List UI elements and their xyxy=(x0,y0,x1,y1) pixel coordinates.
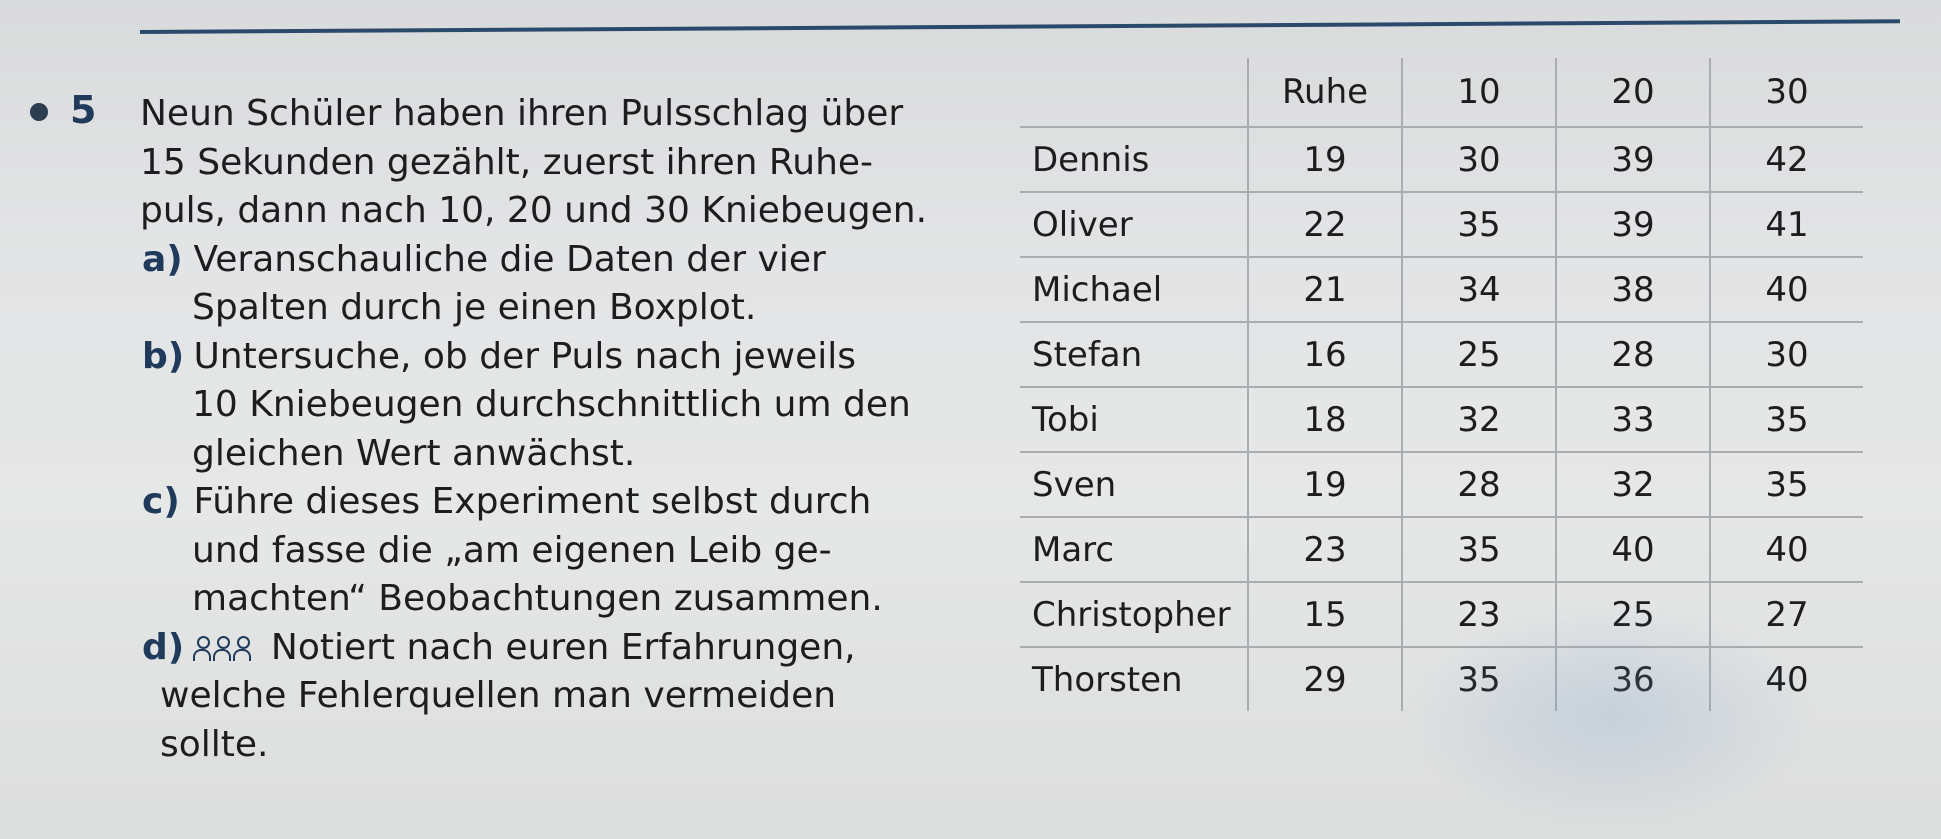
student-name: Christopher xyxy=(1020,582,1249,648)
table-row: Michael 21 34 38 40 xyxy=(1020,257,1863,323)
pulse-value: 39 xyxy=(1556,127,1711,193)
pulse-value: 40 xyxy=(1710,517,1863,583)
pulse-value: 42 xyxy=(1710,127,1863,193)
table-header-row: Ruhe 10 20 30 xyxy=(1020,58,1863,128)
part-b: b) Untersuche, ob der Puls nach jeweils xyxy=(140,333,1010,382)
pulse-value: 28 xyxy=(1402,452,1557,518)
column-header: 30 xyxy=(1710,58,1863,128)
pulse-value: 34 xyxy=(1402,257,1557,323)
part-d-continued: welche Fehlerquellen man vermeiden xyxy=(160,675,837,716)
pulse-value: 40 xyxy=(1765,659,1809,700)
table-row: Sven 19 28 32 35 xyxy=(1020,452,1863,518)
part-c-text: Führe dieses Experiment selbst durch xyxy=(193,481,872,522)
intro-line: Neun Schüler haben ihren Pulsschlag über xyxy=(140,93,904,134)
pulse-value: 28 xyxy=(1556,322,1711,388)
group-work-icon xyxy=(193,635,252,662)
header-rule xyxy=(139,19,1900,34)
column-header: 20 xyxy=(1556,58,1711,128)
pulse-value: 41 xyxy=(1710,192,1863,258)
part-b-continued: gleichen Wert anwächst. xyxy=(192,432,636,474)
pulse-value: 19 xyxy=(1248,452,1403,518)
pulse-value: 36 xyxy=(1556,647,1711,711)
pulse-value: 35 xyxy=(1402,192,1557,258)
column-header: Ruhe xyxy=(1248,58,1403,128)
pulse-value: 19 xyxy=(1248,127,1403,193)
pulse-value: 30 xyxy=(1402,127,1557,193)
part-a-text: Veranschauliche die Daten der vier xyxy=(193,238,826,280)
student-name: Marc xyxy=(1020,517,1249,583)
student-name: Oliver xyxy=(1020,192,1249,258)
pulse-value: 40 xyxy=(1556,517,1711,583)
part-d-text: Notiert nach euren Erfahrungen, xyxy=(270,626,856,668)
pulse-value: 25 xyxy=(1402,322,1557,388)
pulse-value: 38 xyxy=(1556,257,1711,323)
part-d-continued: sollte. xyxy=(160,723,269,765)
pulse-value: 23 xyxy=(1402,582,1557,648)
table-row: Oliver 22 35 39 41 xyxy=(1020,192,1863,258)
part-b-text: Untersuche, ob der Puls nach jeweils xyxy=(193,335,856,377)
part-b-label: b) xyxy=(142,335,185,377)
intro-line: puls, dann nach 10, 20 und 30 Kniebeugen… xyxy=(140,190,928,231)
pulse-value: 40 xyxy=(1710,257,1863,323)
pulse-value: 39 xyxy=(1556,192,1711,258)
student-name: Michael xyxy=(1020,257,1249,323)
student-name: Tobi xyxy=(1020,387,1249,453)
student-name: Stefan xyxy=(1020,322,1249,388)
table-row: Dennis 19 30 39 42 xyxy=(1020,127,1863,193)
pulse-value: 35 xyxy=(1402,517,1557,583)
pulse-value: 32 xyxy=(1402,387,1557,453)
part-d: d) Notiert nach euren Erfahrungen, xyxy=(140,624,1010,673)
part-a-continued: Spalten durch je einen Boxplot. xyxy=(192,287,757,328)
pulse-value: 18 xyxy=(1248,387,1403,453)
difficulty-bullet-icon xyxy=(30,103,48,121)
part-b-continued: 10 Kniebeugen durchschnittlich um den xyxy=(192,384,911,425)
pulse-value: 35 xyxy=(1710,387,1863,453)
part-d-label: d) xyxy=(142,626,185,668)
student-name: Thorsten xyxy=(1020,647,1249,711)
column-header xyxy=(1020,58,1249,128)
intro-line: 15 Sekunden gezählt, zuerst ihren Ruhe- xyxy=(140,141,874,183)
table-row: Tobi 18 32 33 35 xyxy=(1020,387,1863,453)
exercise-text: Neun Schüler haben ihren Pulsschlag über… xyxy=(140,90,1010,769)
part-c-continued: und fasse die „am eigenen Leib ge- xyxy=(192,529,832,571)
student-name: Dennis xyxy=(1020,127,1249,193)
pulse-value: 35 xyxy=(1710,452,1863,518)
table-row: Marc 23 35 40 40 xyxy=(1020,517,1863,583)
pulse-value: 35 xyxy=(1402,647,1557,711)
table-row: Stefan 16 25 28 30 xyxy=(1020,322,1863,388)
table-row: Thorsten 29 35 36 40 xyxy=(1020,647,1863,711)
pulse-value: 33 xyxy=(1556,387,1711,453)
pulse-value: 25 xyxy=(1556,582,1711,648)
pulse-table: Ruhe 10 20 30 Dennis 19 30 39 42 Oliver … xyxy=(1020,58,1863,711)
exercise-number: 5 xyxy=(70,88,97,132)
pulse-value: 21 xyxy=(1248,257,1403,323)
pulse-value: 27 xyxy=(1710,582,1863,648)
pulse-value: 15 xyxy=(1248,582,1403,648)
table-row: Christopher 15 23 25 27 xyxy=(1020,582,1863,648)
part-a-label: a) xyxy=(142,238,183,280)
part-c-continued: machten“ Beobachtungen zusammen. xyxy=(192,578,883,619)
student-name: Sven xyxy=(1020,452,1249,518)
part-a: a) Veranschauliche die Daten der vier xyxy=(140,236,1010,285)
part-c-label: c) xyxy=(142,481,180,522)
pulse-value: 29 xyxy=(1248,647,1403,711)
pulse-value: 23 xyxy=(1248,517,1403,583)
pulse-value: 22 xyxy=(1248,192,1403,258)
part-c: c) Führe dieses Experiment selbst durch xyxy=(140,478,1010,527)
pulse-value: 32 xyxy=(1556,452,1711,518)
pulse-value: 16 xyxy=(1248,322,1403,388)
column-header: 10 xyxy=(1402,58,1557,128)
pulse-value: 30 xyxy=(1710,322,1863,388)
